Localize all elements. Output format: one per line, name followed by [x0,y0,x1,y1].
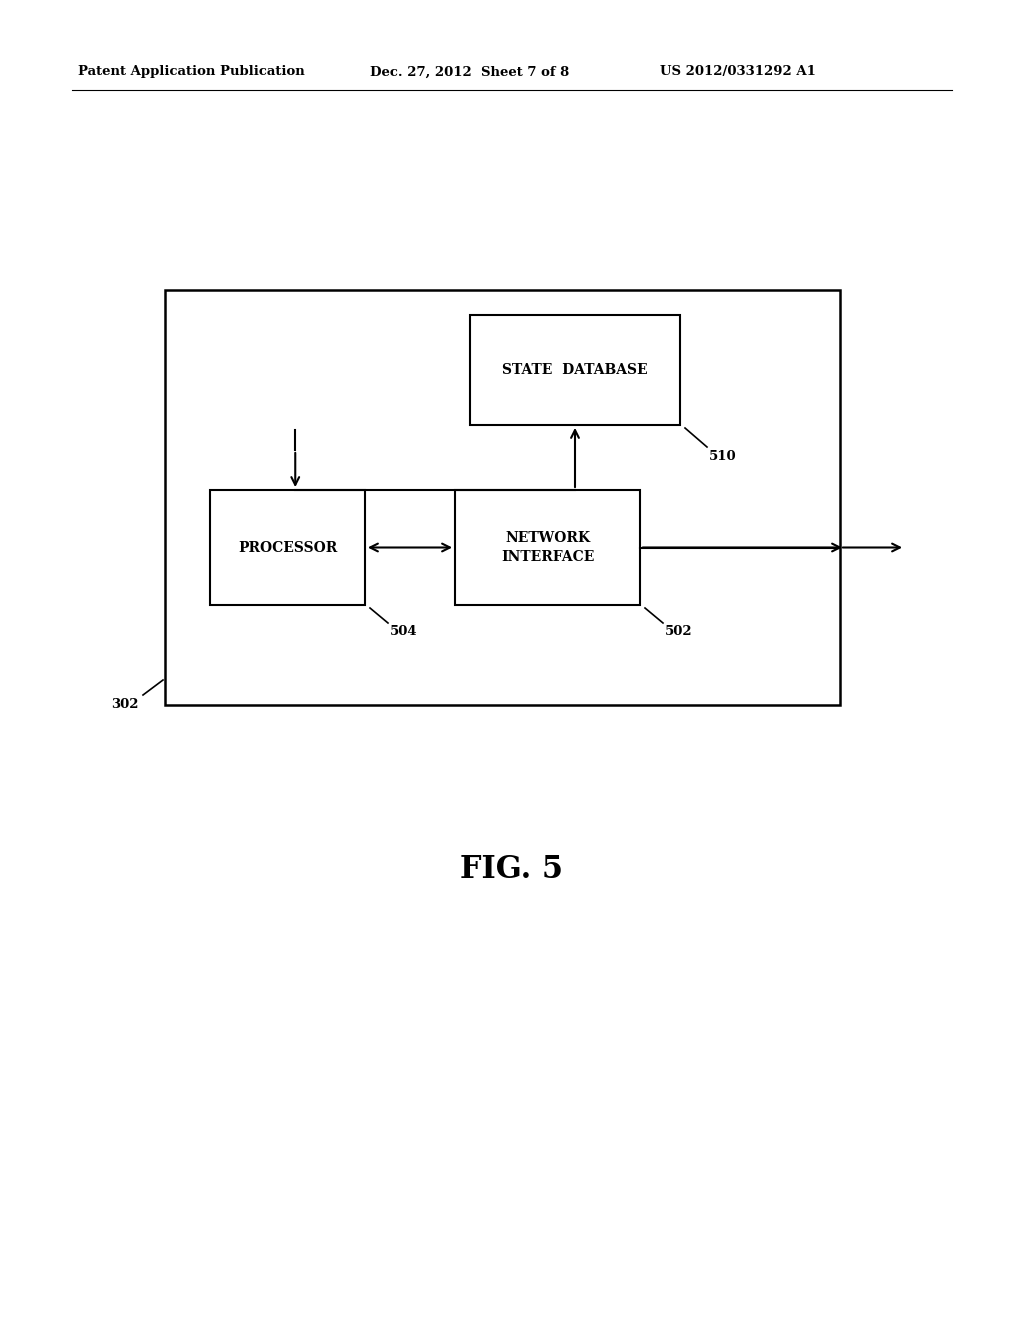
Text: STATE  DATABASE: STATE DATABASE [502,363,648,378]
Bar [165,290,840,705]
Text: NETWORK
INTERFACE: NETWORK INTERFACE [501,531,594,564]
Text: Patent Application Publication: Patent Application Publication [78,66,305,78]
Text: PROCESSOR: PROCESSOR [238,540,337,554]
Bar [210,490,365,605]
Text: 504: 504 [390,624,418,638]
Text: 510: 510 [709,450,736,463]
Bar [455,490,640,605]
Text: US 2012/0331292 A1: US 2012/0331292 A1 [660,66,816,78]
Text: 502: 502 [665,624,692,638]
Bar [470,315,680,425]
Text: 302: 302 [112,698,139,711]
Text: FIG. 5: FIG. 5 [461,854,563,886]
Text: Dec. 27, 2012  Sheet 7 of 8: Dec. 27, 2012 Sheet 7 of 8 [370,66,569,78]
